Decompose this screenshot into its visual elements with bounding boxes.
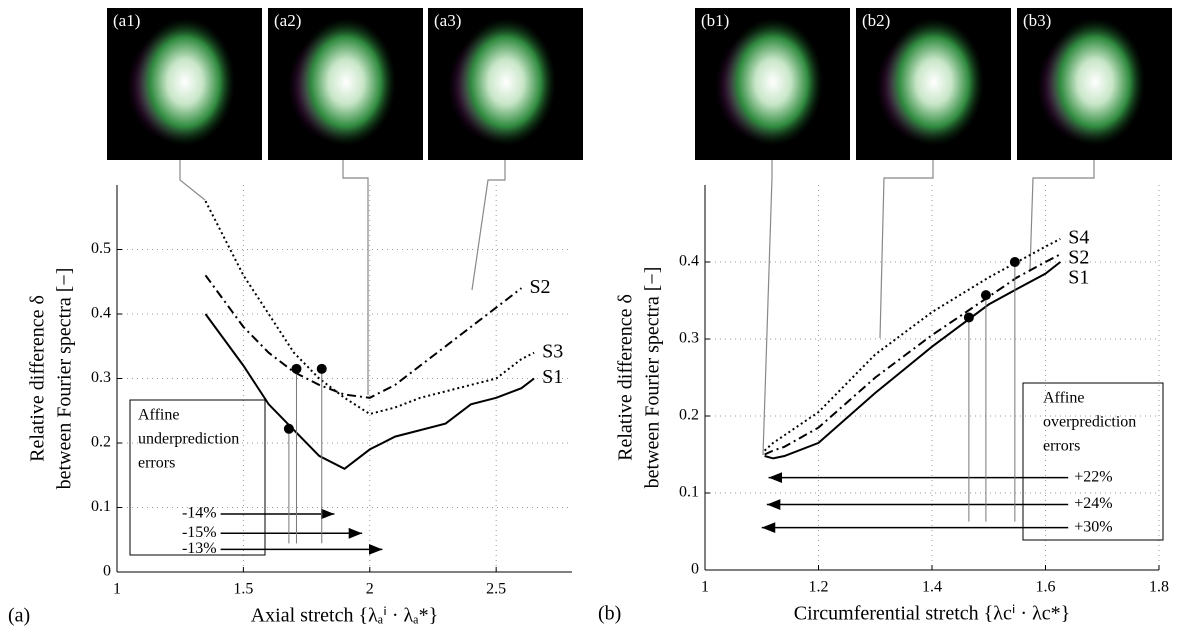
- series-line: [204, 313, 535, 470]
- x-tick-label: 2.5: [486, 581, 506, 598]
- box-text: Affine: [1043, 390, 1084, 407]
- panel-label: (a): [8, 605, 30, 627]
- y-tick-label: 0.3: [91, 369, 111, 386]
- inset-blob: [296, 18, 396, 146]
- marker-point: [316, 363, 327, 374]
- y-axis-label: between Fourier spectra [−]: [54, 268, 76, 490]
- panel-label: (b): [598, 603, 621, 625]
- y-tick-label: 0.2: [91, 434, 111, 451]
- inset-blob: [1045, 18, 1145, 146]
- series-line: [204, 200, 535, 416]
- y-tick-label: 0.4: [679, 253, 699, 270]
- inset-connector: [342, 160, 369, 395]
- x-axis-label: Axial stretch {λₐⁱ · λₐ*}: [251, 605, 439, 627]
- annotation-box: [1022, 382, 1164, 541]
- box-text: errors: [1043, 438, 1080, 455]
- inset-blob: [135, 18, 235, 146]
- y-tick-label: 0.4: [91, 305, 111, 322]
- series-line: [204, 274, 523, 399]
- y-axis-label: Relative difference δ: [27, 295, 49, 462]
- marker-point: [291, 363, 302, 374]
- box-text: overprediction: [1043, 414, 1136, 431]
- inset-connector: [762, 160, 773, 456]
- series-line: [763, 238, 1061, 452]
- inset-label: (a2): [274, 11, 301, 30]
- y-axis-label: Relative difference δ: [615, 294, 637, 461]
- series-label: S3: [542, 340, 563, 362]
- series-label: S1: [1068, 266, 1089, 288]
- box-text: underprediction: [138, 431, 239, 448]
- x-tick-label: 1.6: [1036, 579, 1056, 596]
- arrow-label: +24%: [1074, 495, 1112, 512]
- inset-connector: [1029, 160, 1095, 271]
- x-tick-label: 1.4: [922, 579, 942, 596]
- x-tick-label: 1: [701, 579, 709, 596]
- box-text: errors: [138, 455, 175, 472]
- marker-point: [980, 290, 991, 301]
- marker-point: [1009, 257, 1020, 267]
- inset-connector: [879, 160, 934, 339]
- arrow-label: +30%: [1074, 518, 1112, 535]
- x-axis-label: Circumferential stretch {λcⁱ · λc*}: [794, 603, 1071, 625]
- y-tick-label: 0: [103, 563, 111, 580]
- arrow-label: -14%: [182, 505, 217, 522]
- y-tick-label: 0.3: [679, 330, 699, 347]
- arrow-label: +22%: [1074, 468, 1112, 485]
- inset-blob: [884, 18, 984, 146]
- series-line: [764, 253, 1061, 456]
- annotation-box: [129, 399, 266, 556]
- x-tick-label: 1.2: [809, 579, 829, 596]
- inset-connector: [179, 160, 206, 201]
- series-label: S2: [1068, 246, 1089, 268]
- series-label: S1: [542, 366, 563, 388]
- x-tick-label: 1: [113, 581, 121, 598]
- x-tick-label: 1.8: [1149, 579, 1169, 596]
- y-tick-label: 0.1: [679, 484, 699, 501]
- inset-connector: [471, 160, 506, 291]
- series-label: S2: [529, 276, 550, 298]
- inset-label: (a3): [434, 11, 461, 30]
- marker-point: [283, 423, 294, 434]
- y-axis-label: between Fourier spectra [−]: [642, 267, 664, 489]
- inset-label: (b2): [862, 11, 890, 30]
- inset-blob: [723, 18, 823, 146]
- x-tick-label: 1.5: [233, 581, 253, 598]
- arrow-label: -15%: [182, 524, 217, 541]
- box-text: Affine: [138, 407, 179, 424]
- series-line: [764, 261, 1061, 460]
- y-tick-label: 0: [691, 561, 699, 578]
- inset-label: (a1): [113, 11, 140, 30]
- inset-blob: [456, 18, 556, 146]
- y-tick-label: 0.2: [679, 407, 699, 424]
- series-label: S4: [1068, 226, 1089, 248]
- inset-label: (b3): [1023, 11, 1051, 30]
- arrow-label: -13%: [182, 540, 217, 557]
- x-tick-label: 2: [366, 581, 374, 598]
- inset-label: (b1): [701, 11, 729, 30]
- y-tick-label: 0.5: [91, 240, 111, 257]
- marker-point: [963, 312, 974, 323]
- y-tick-label: 0.1: [91, 498, 111, 515]
